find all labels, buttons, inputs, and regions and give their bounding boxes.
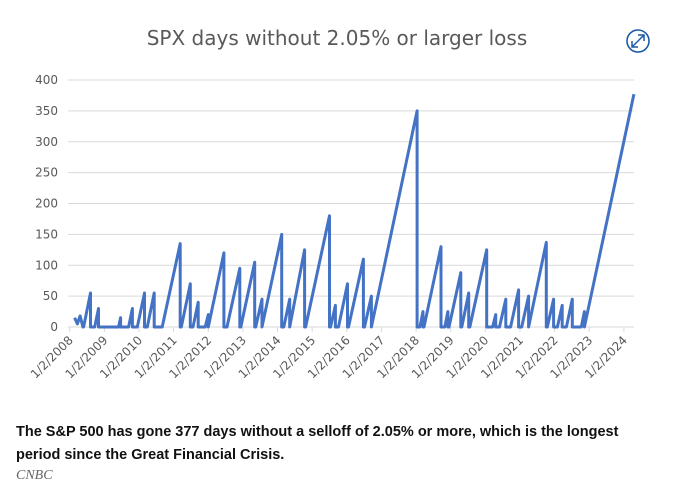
y-tick-label: 250 — [35, 166, 58, 180]
expand-button[interactable] — [626, 29, 650, 53]
y-tick-label: 350 — [35, 104, 58, 118]
y-tick-label: 200 — [35, 197, 58, 211]
chart-title: SPX days without 2.05% or larger loss — [147, 26, 528, 50]
y-tick-label: 50 — [43, 289, 58, 303]
caption: The S&P 500 has gone 377 days without a … — [16, 424, 619, 463]
chart: SPX days without 2.05% or larger loss 0 5… — [28, 26, 650, 381]
expand-icon[interactable] — [631, 34, 645, 48]
y-tick-label: 100 — [35, 258, 58, 272]
y-tick-label: 0 — [50, 320, 58, 334]
data-line — [73, 93, 636, 329]
expand-circle[interactable] — [626, 29, 650, 53]
y-tick-label: 300 — [35, 135, 58, 149]
y-tick-label: 150 — [35, 227, 58, 241]
source: CNBC — [16, 468, 53, 483]
y-tick-label: 400 — [35, 73, 58, 87]
